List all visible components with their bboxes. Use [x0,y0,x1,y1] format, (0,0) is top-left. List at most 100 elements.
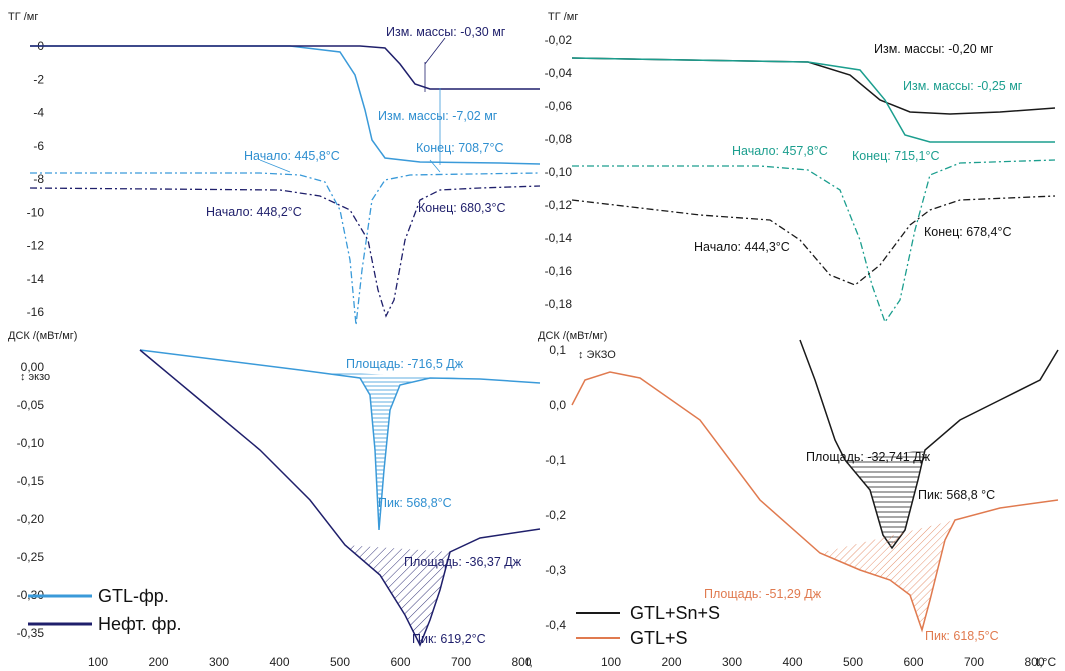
y-tick-label: -0,15 [17,474,45,488]
x-tick-label: 400 [269,655,289,669]
ann-peak-neft: Пик: 619,2°С [412,632,486,646]
ann-area-sn: Площадь: -32,741 Дж [806,450,931,464]
tg-left-panel: ТГ /мг 0-2-4-6-8-10-12-14-16 Изм. массы:… [8,11,541,326]
x-tick-label: 400 [782,655,802,669]
legend-right: GTL+Sn+S GTL+S [576,603,720,648]
y-tick-label: 0,0 [549,398,566,412]
ann-mass-s: Изм. массы: -0,25 мг [903,79,1023,93]
series-line-gtl-sn-s-tg [571,57,1056,115]
series-dsc-gtl-sn-s-dashdot [571,195,1056,286]
x-tick-label: 500 [843,655,863,669]
y-tick-label: -0,12 [545,198,573,212]
dsc-right-panel: ДСК /(мВт/мг) ↕ ЭКЗО 0,1 0,0 -0,1 -0,2 -0,3 -… [538,330,1059,648]
x-axis-left: 100 200 300 400 500 600 700 800 [88,655,532,669]
y-tick-label: -12 [27,239,45,253]
y-tick-label: -4 [33,106,44,120]
ann-start-sn: Начало: 444,3°С [694,240,790,254]
dsc-left-ytick-group: 0,00-0,05-0,10-0,15-0,20-0,25-0,30-0,35 [17,360,45,640]
series-line-neft-tg [30,45,540,90]
x-tick-label: 700 [964,655,984,669]
x-tick-label: 200 [661,655,681,669]
y-tick-label: 0,1 [549,343,566,357]
legend-left: GTL-фр. Нефт. фр. [28,586,182,634]
x-tick-label: 100 [601,655,621,669]
y-tick-label: -0,20 [17,512,45,526]
tg-right-ytick-group: -0,02 -0,04 -0,06 -0,08 -0,10 -0,12 -0,14 -0,16… [545,33,573,311]
y-tick-label: -0,25 [17,550,45,564]
ann-start-neft: Начало: 448,2°С [206,205,302,219]
ann-end-s: Конец: 715,1°С [852,149,940,163]
dsc-neft-peak-area [345,545,450,645]
ann-peak-gtl: Пик: 568,8°С [378,496,452,510]
tg-left-ytick-group: 0-2-4-6-8-10-12-14-16 [27,39,45,319]
dsc-left-panel: ДСК /(мВт/мг) ↕ экзо 0,00 -0,05 -0,10 -0,15… [8,330,541,647]
y-tick-label: -2 [33,72,44,86]
ann-mass-gtl: Изм. массы: -7,02 мг [378,109,498,123]
dsc-left-exo: ↕ экзо [20,371,50,383]
x-tick-label: 800 [511,655,531,669]
ann-end-neft: Конец: 680,3°С [418,201,506,215]
x-tick-label: 700 [451,655,471,669]
leader-end-gtl [429,159,441,173]
y-tick-label: -0,04 [545,66,573,80]
y-tick-label: -0,2 [545,508,566,522]
y-tick-label: -0,18 [545,297,573,311]
x-tick-label: 300 [209,655,229,669]
series-dsc-gtl-dashdot [30,172,541,326]
y-tick-label: -0,08 [545,132,573,146]
tg-right-panel: ТГ /мг -0,02-0,04-0,06-0,08-0,10-0,12-0,… [545,11,1056,324]
y-tick-label: -0,06 [545,99,573,113]
y-tick-label: -6 [33,139,44,153]
y-tick-label: -0,10 [545,165,573,179]
y-tick-label: -0,3 [545,563,566,577]
ann-mass-sn: Изм. массы: -0,20 мг [874,42,994,56]
y-tick-label: 0,00 [21,360,45,374]
ann-end-sn: Конец: 678,4°С [924,225,1012,239]
dsc-right-ytick-group: 0,1 0,0 -0,1 -0,2 -0,3 -0,4 [545,343,566,632]
tg-left-ylabel: ТГ /мг [8,11,38,23]
series-line-gtl-tg [30,45,541,165]
dsc-s-peak-area [820,520,955,630]
y-tick-label: -0,05 [17,398,45,412]
ann-mass-neft: Изм. массы: -0,30 мг [386,25,506,39]
x-tick-label: 800 [1024,655,1044,669]
x-axis-label-right: t,°C [1036,655,1056,669]
y-tick-label: -0,02 [545,33,573,47]
dsc-right-ylabel: ДСК /(мВт/мг) [538,330,607,342]
series-line-neft-dsc [139,349,541,647]
y-tick-label: -14 [27,272,45,286]
ann-peak-sn: Пик: 568,8 °С [918,488,995,502]
leader-start-gtl [259,159,291,173]
dsc-right-exo: ↕ ЭКЗО [578,349,616,361]
legend-label-gtl-s: GTL+S [630,628,688,648]
ann-start-gtl: Начало: 445,8°С [244,149,340,163]
x-tick-label: 300 [722,655,742,669]
ann-area-neft: Площадь: -36,37 Дж [404,555,522,569]
dsc-sn-peak-area [845,450,925,548]
y-tick-label: -0,16 [545,264,573,278]
ann-area-s: Площадь: -51,29 Дж [704,587,822,601]
ann-start-s: Начало: 457,8°С [732,144,828,158]
y-tick-label: -0,14 [545,231,573,245]
ann-end-gtl: Конец: 708,7°С [416,141,504,155]
x-tick-label: 100 [88,655,108,669]
series-dsc-gtl-s-dashdot [572,159,1056,324]
y-tick-label: -10 [27,205,45,219]
legend-label-neft: Нефт. фр. [98,614,182,634]
x-tick-label: 200 [148,655,168,669]
tg-right-ylabel: ТГ /мг [548,11,578,23]
series-line-gtl-s-tg [571,57,1055,143]
legend-label-gtl-sn-s: GTL+Sn+S [630,603,720,623]
y-tick-label: -0,1 [545,453,566,467]
y-tick-label: -8 [33,172,44,186]
series-line-gtl-dsc [139,349,541,531]
dsc-left-ylabel: ДСК /(мВт/мг) [8,330,77,342]
legend-label-gtl: GTL-фр. [98,586,169,606]
series-line-gtl-sn-s-dsc [799,339,1059,550]
x-tick-label: 500 [330,655,350,669]
ann-peak-s: Пик: 618,5°С [925,629,999,643]
leader-neft-mass [424,37,446,65]
y-tick-label: -0,4 [545,618,566,632]
ann-area-gtl: Площадь: -716,5 Дж [346,357,464,371]
